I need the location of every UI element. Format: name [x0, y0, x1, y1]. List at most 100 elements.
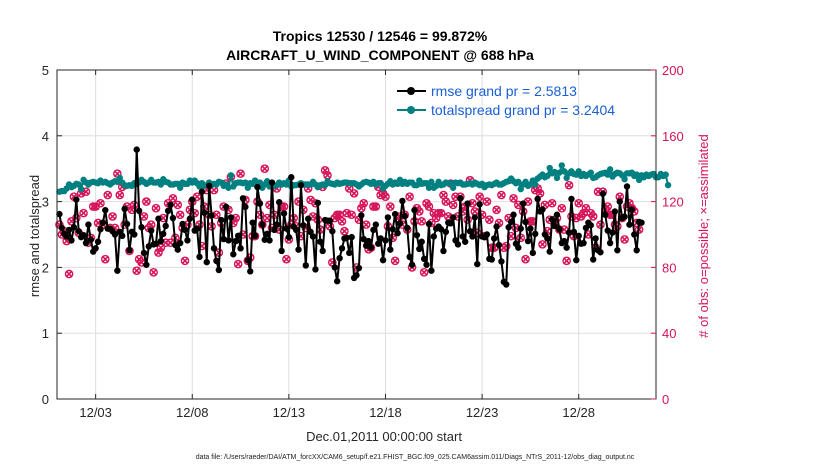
obs-possible-point: [168, 194, 178, 203]
obs-possible-point: [492, 205, 501, 215]
obs-assimilated-point: [89, 202, 97, 211]
obs-possible-point: [588, 212, 598, 221]
obs-possible-point: [424, 202, 434, 211]
rmse-point: [425, 220, 433, 228]
rmse-point: [263, 230, 271, 238]
rmse-point: [160, 230, 167, 238]
rmse-point: [304, 215, 312, 222]
rmse-point: [242, 203, 249, 211]
rmse-point: [157, 237, 165, 245]
totalspread-point: [515, 178, 522, 186]
y-axis-label: rmse and totalspread: [27, 175, 42, 297]
rmse-point: [454, 241, 462, 248]
chart-subtitle: AIRCRAFT_U_WIND_COMPONENT @ 688 hPa: [226, 47, 534, 63]
rmse-point: [519, 200, 527, 207]
totalspread-point: [558, 162, 566, 169]
rmse-point: [592, 235, 599, 242]
obs-assimilated-point: [442, 198, 450, 206]
obs-possible-point: [564, 180, 574, 190]
obs-assimilated-point: [604, 202, 612, 211]
rmse-point: [147, 227, 155, 234]
rmse-point: [360, 235, 367, 243]
obs-possible-point: [180, 256, 190, 266]
obs-possible-point: [192, 192, 202, 201]
x-axis-label: Dec.01,2011 00:00:00 start: [306, 429, 462, 444]
rmse-point: [244, 256, 252, 264]
obs-assimilated-point: [152, 204, 160, 212]
rmse-point: [413, 231, 421, 239]
rmse-point: [119, 232, 126, 240]
obs-possible-point: [260, 164, 270, 173]
rmse-point: [370, 226, 377, 234]
x-tick-label: 12/23: [466, 405, 499, 420]
rmse-point: [268, 179, 276, 186]
obs-assimilated-point: [548, 199, 556, 207]
obs-assimilated-point: [323, 171, 332, 179]
rmse-point: [638, 219, 645, 226]
totalspread-point: [633, 171, 640, 178]
obs-assimilated-point: [176, 211, 184, 219]
totalspread-point: [227, 172, 235, 179]
obs-possible-point: [151, 203, 161, 213]
data-file-footer: data file: /Users/raeder/DAI/ATM_forcXX/…: [196, 454, 635, 461]
rmse-point: [317, 238, 324, 245]
rmse-point: [546, 248, 553, 255]
rmse-point: [138, 224, 145, 231]
y-right-tick-label: 0: [662, 392, 669, 407]
y-axis-right-label: # of obs: o=possible; ×=assimilated: [696, 134, 711, 337]
totalspread-point: [556, 169, 563, 176]
x-tick-label: 12/03: [79, 405, 112, 420]
rmse-point: [326, 217, 334, 224]
rmse-point: [203, 258, 210, 266]
rmse-point: [517, 225, 524, 232]
rmse-point: [276, 199, 283, 206]
rmse-point: [539, 206, 546, 213]
rmse-point: [406, 253, 413, 261]
rmse-point: [476, 201, 483, 208]
rmse-point: [205, 182, 213, 190]
obs-possible-point: [538, 240, 547, 249]
obs-possible-point: [371, 202, 381, 211]
obs-assimilated-point: [369, 202, 377, 211]
rmse-point: [420, 255, 428, 263]
rmse-point: [387, 246, 394, 253]
obs-possible-point: [369, 202, 378, 211]
obs-possible-point: [173, 200, 183, 210]
rmse-point: [251, 232, 259, 240]
totalspread-point: [587, 169, 594, 176]
obs-possible-point: [142, 197, 151, 206]
obs-assimilated-point: [471, 207, 479, 216]
totalspread-point: [377, 179, 384, 187]
obs-possible-point: [557, 203, 567, 213]
rmse-point: [256, 200, 264, 207]
obs-assimilated-point: [589, 212, 597, 220]
obs-possible-point: [175, 210, 185, 220]
legend: rmse grand pr = 2.5813 totalspread grand…: [397, 83, 615, 118]
totalspread-point: [263, 178, 271, 185]
obs-assimilated-point: [338, 217, 346, 225]
rmse-point: [469, 233, 476, 240]
rmse-point: [471, 214, 479, 221]
rmse-point: [271, 226, 278, 234]
rmse-point: [582, 224, 590, 232]
rmse-point: [474, 260, 481, 268]
rmse-point: [222, 203, 230, 211]
totalspread-point: [664, 181, 672, 189]
obs-assimilated-point: [565, 181, 573, 189]
rmse-point: [457, 195, 464, 202]
obs-assimilated-point: [529, 217, 537, 225]
y-tick-label: 3: [42, 195, 49, 210]
rmse-point: [68, 237, 75, 244]
rmse-point: [196, 253, 203, 261]
rmse-point: [232, 237, 239, 245]
obs-possible-point: [64, 269, 74, 279]
legend-rmse-marker: [407, 87, 415, 95]
x-tick-label: 12/08: [176, 405, 209, 420]
rmse-point: [319, 247, 326, 255]
rmse-point: [70, 224, 78, 231]
rmse-point: [353, 272, 360, 279]
rmse-point: [556, 226, 563, 233]
rmse-point: [488, 256, 495, 263]
totalspread-point: [561, 168, 568, 175]
obs-assimilated-point: [147, 221, 155, 229]
